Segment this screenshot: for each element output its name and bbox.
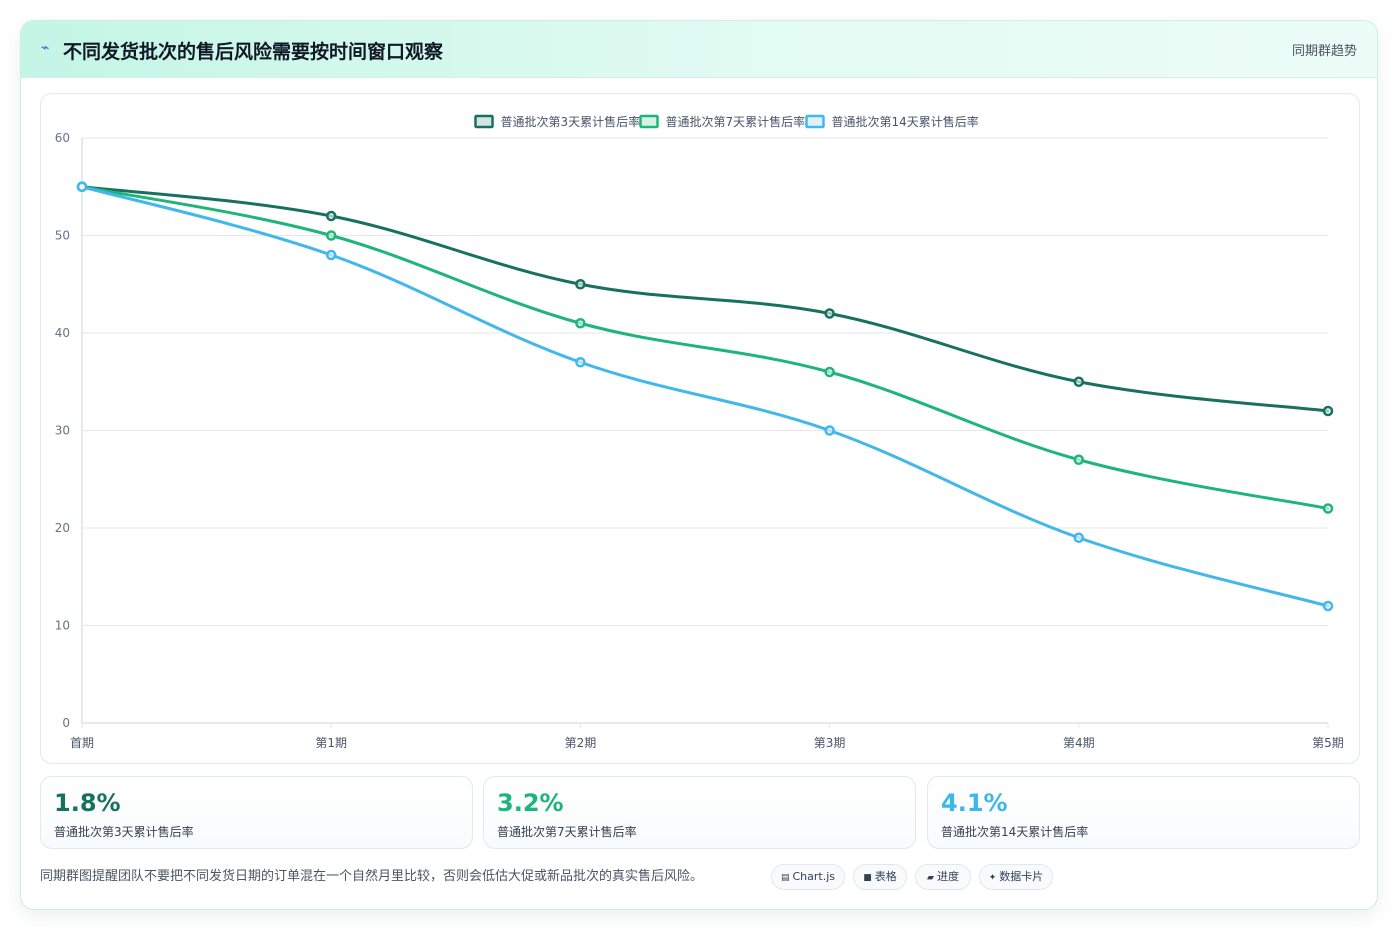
series-line-2 [80, 185, 1330, 510]
y-tick-label: 40 [55, 326, 70, 340]
chip-label: Chart.js [792, 870, 836, 883]
stats-row: 1.8% 普通批次第3天累计售后率 3.2% 普通批次第7天累计售后率 4.1%… [40, 776, 1360, 849]
chip-label: 进度 [936, 870, 959, 883]
y-tick-label: 50 [55, 229, 70, 243]
stat-card-day7: 3.2% 普通批次第7天累计售后率 [483, 776, 916, 849]
stat-label: 普通批次第3天累计售后率 [54, 825, 194, 839]
data-card-icon: ✦ [988, 873, 997, 883]
footer-note: 同期群图提醒团队不要把不同发货日期的订单混在一个自然月里比较，否则会低估大促或新… [40, 869, 704, 884]
chip-progress[interactable]: ▰ 进度 [915, 864, 971, 890]
legend-label: 普通批次第7天累计售后率 [666, 114, 806, 129]
y-tick-label: 60 [55, 131, 70, 145]
stat-value: 4.1% [941, 789, 1008, 817]
stat-card-day3: 1.8% 普通批次第3天累计售后率 [40, 776, 473, 849]
y-tick-label: 20 [55, 521, 70, 535]
line-chart: 0 10 20 30 40 50 60 首期 第1期 第2期 第3期 第4期 第5期 普通批次第3天累计… [55, 114, 1344, 750]
data-point[interactable] [824, 308, 835, 319]
legend-swatch [805, 114, 825, 129]
chip-label: 数据卡片 [999, 870, 1044, 883]
stat-label: 普通批次第7天累计售后率 [497, 825, 637, 839]
stat-value: 1.8% [54, 789, 121, 817]
data-point[interactable] [76, 181, 88, 192]
data-point[interactable] [1073, 454, 1085, 465]
data-point[interactable] [1322, 503, 1334, 514]
stat-value: 3.2% [497, 789, 564, 817]
chart-icon: ▤ [780, 873, 790, 883]
y-tick-label: 30 [55, 424, 70, 438]
data-point[interactable] [575, 357, 586, 368]
x-tick-label: 第3期 [814, 736, 846, 750]
chip-label: 表格 [874, 870, 897, 883]
chip-table[interactable]: ■ 表格 [853, 864, 907, 890]
series-line-3 [80, 185, 1330, 608]
table-icon: ■ [863, 873, 872, 883]
data-point[interactable] [325, 210, 337, 222]
x-tick-label: 第5期 [1312, 736, 1344, 750]
data-point[interactable] [824, 425, 835, 436]
progress-icon: ▰ [927, 873, 934, 883]
data-point[interactable] [1073, 376, 1085, 387]
stat-card-day14: 4.1% 普通批次第14天累计售后率 [927, 776, 1360, 849]
data-point[interactable] [325, 230, 337, 241]
data-point[interactable] [575, 279, 586, 290]
data-point[interactable] [1322, 600, 1334, 612]
y-tick-label: 0 [62, 716, 70, 730]
stat-label: 普通批次第14天累计售后率 [941, 825, 1089, 839]
card-title: 不同发货批次的售后风险需要按时间窗口观察 [63, 41, 444, 63]
card-header: ⌁ 不同发货批次的售后风险需要按时间窗口观察 同期群趋势 [21, 21, 1377, 78]
data-point[interactable] [325, 249, 337, 261]
y-tick-label: 10 [55, 619, 70, 633]
legend-label: 普通批次第3天累计售后率 [501, 114, 641, 129]
legend-label: 普通批次第14天累计售后率 [832, 114, 979, 129]
chip-chartjs[interactable]: ▤ Chart.js [771, 864, 845, 890]
x-tick-label: 首期 [70, 736, 94, 750]
legend-swatch [639, 114, 659, 129]
legend-swatch [474, 114, 494, 129]
data-point[interactable] [824, 366, 835, 378]
data-point[interactable] [1073, 532, 1085, 543]
lightning-icon: ⌁ [41, 40, 50, 56]
data-point[interactable] [575, 318, 586, 329]
series-line-1 [80, 185, 1330, 413]
chip-data-card[interactable]: ✦ 数据卡片 [979, 864, 1053, 890]
cohort-card: ⌁ 不同发货批次的售后风险需要按时间窗口观察 同期群趋势 0 10 20 30 40 50… [20, 20, 1378, 910]
x-tick-label: 第1期 [315, 736, 347, 750]
data-point[interactable] [1322, 405, 1334, 417]
x-tick-label: 第4期 [1063, 736, 1095, 750]
header-tag: 同期群趋势 [1291, 44, 1357, 59]
chart-panel: 0 10 20 30 40 50 60 首期 第1期 第2期 第3期 第4期 第5期 普通批次第3天累计… [40, 93, 1360, 764]
x-tick-label: 第2期 [565, 736, 597, 750]
